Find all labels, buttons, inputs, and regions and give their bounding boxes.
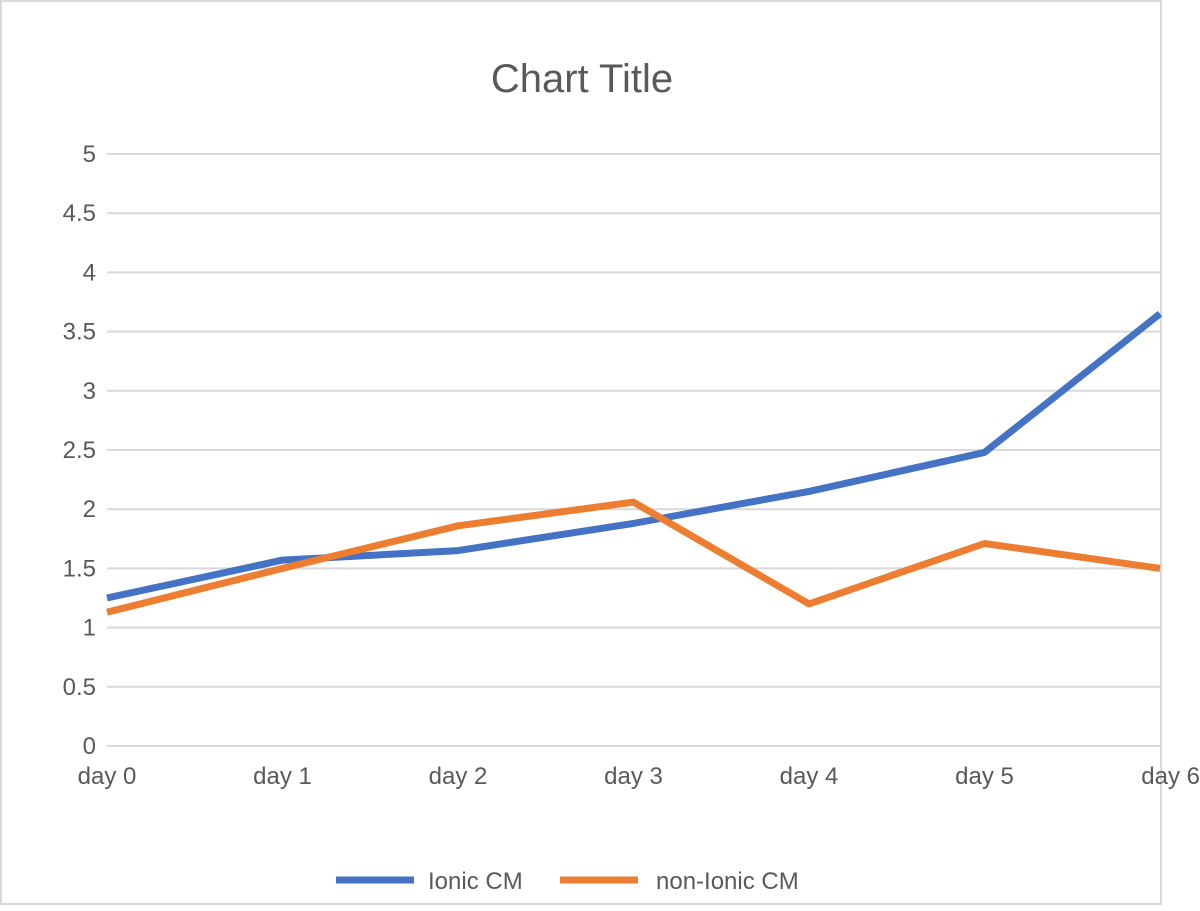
series-lines — [106, 311, 1163, 616]
x-tick-label: day 0 — [78, 763, 137, 790]
legend-label: non-Ionic CM — [656, 868, 799, 895]
x-axis-ticks: day 0 day 1 day 2 day 3 day 4 day 5 day 6 — [78, 763, 1200, 790]
x-tick-label: day 5 — [955, 763, 1014, 790]
x-tick-label: day 2 — [429, 763, 488, 790]
y-axis-ticks: 0 0.5 1 1.5 2 2.5 3 3.5 4 4.5 5 — [63, 141, 96, 760]
legend: Ionic CM non-Ionic CM — [336, 868, 799, 895]
x-tick-label: day 1 — [253, 763, 312, 790]
x-tick-label: day 6 — [1141, 763, 1200, 790]
y-tick-label: 2 — [83, 496, 96, 523]
y-tick-label: 1 — [83, 615, 96, 642]
series-line-2 — [106, 498, 1161, 616]
y-tick-label: 3.5 — [63, 319, 96, 346]
y-tick-label: 5 — [83, 141, 96, 168]
y-tick-label: 0 — [83, 733, 96, 760]
legend-label: Ionic CM — [428, 868, 523, 895]
y-tick-label: 0.5 — [63, 674, 96, 701]
chart-title: Chart Title — [491, 57, 673, 101]
x-tick-label: day 4 — [780, 763, 839, 790]
series-line-1 — [106, 311, 1163, 602]
y-tick-label: 4.5 — [63, 200, 96, 227]
y-tick-label: 3 — [83, 378, 96, 405]
chart-border — [0, 0, 1162, 905]
x-tick-label: day 3 — [604, 763, 663, 790]
y-tick-label: 2.5 — [63, 437, 96, 464]
y-tick-label: 4 — [83, 259, 96, 286]
y-tick-label: 1.5 — [63, 555, 96, 582]
